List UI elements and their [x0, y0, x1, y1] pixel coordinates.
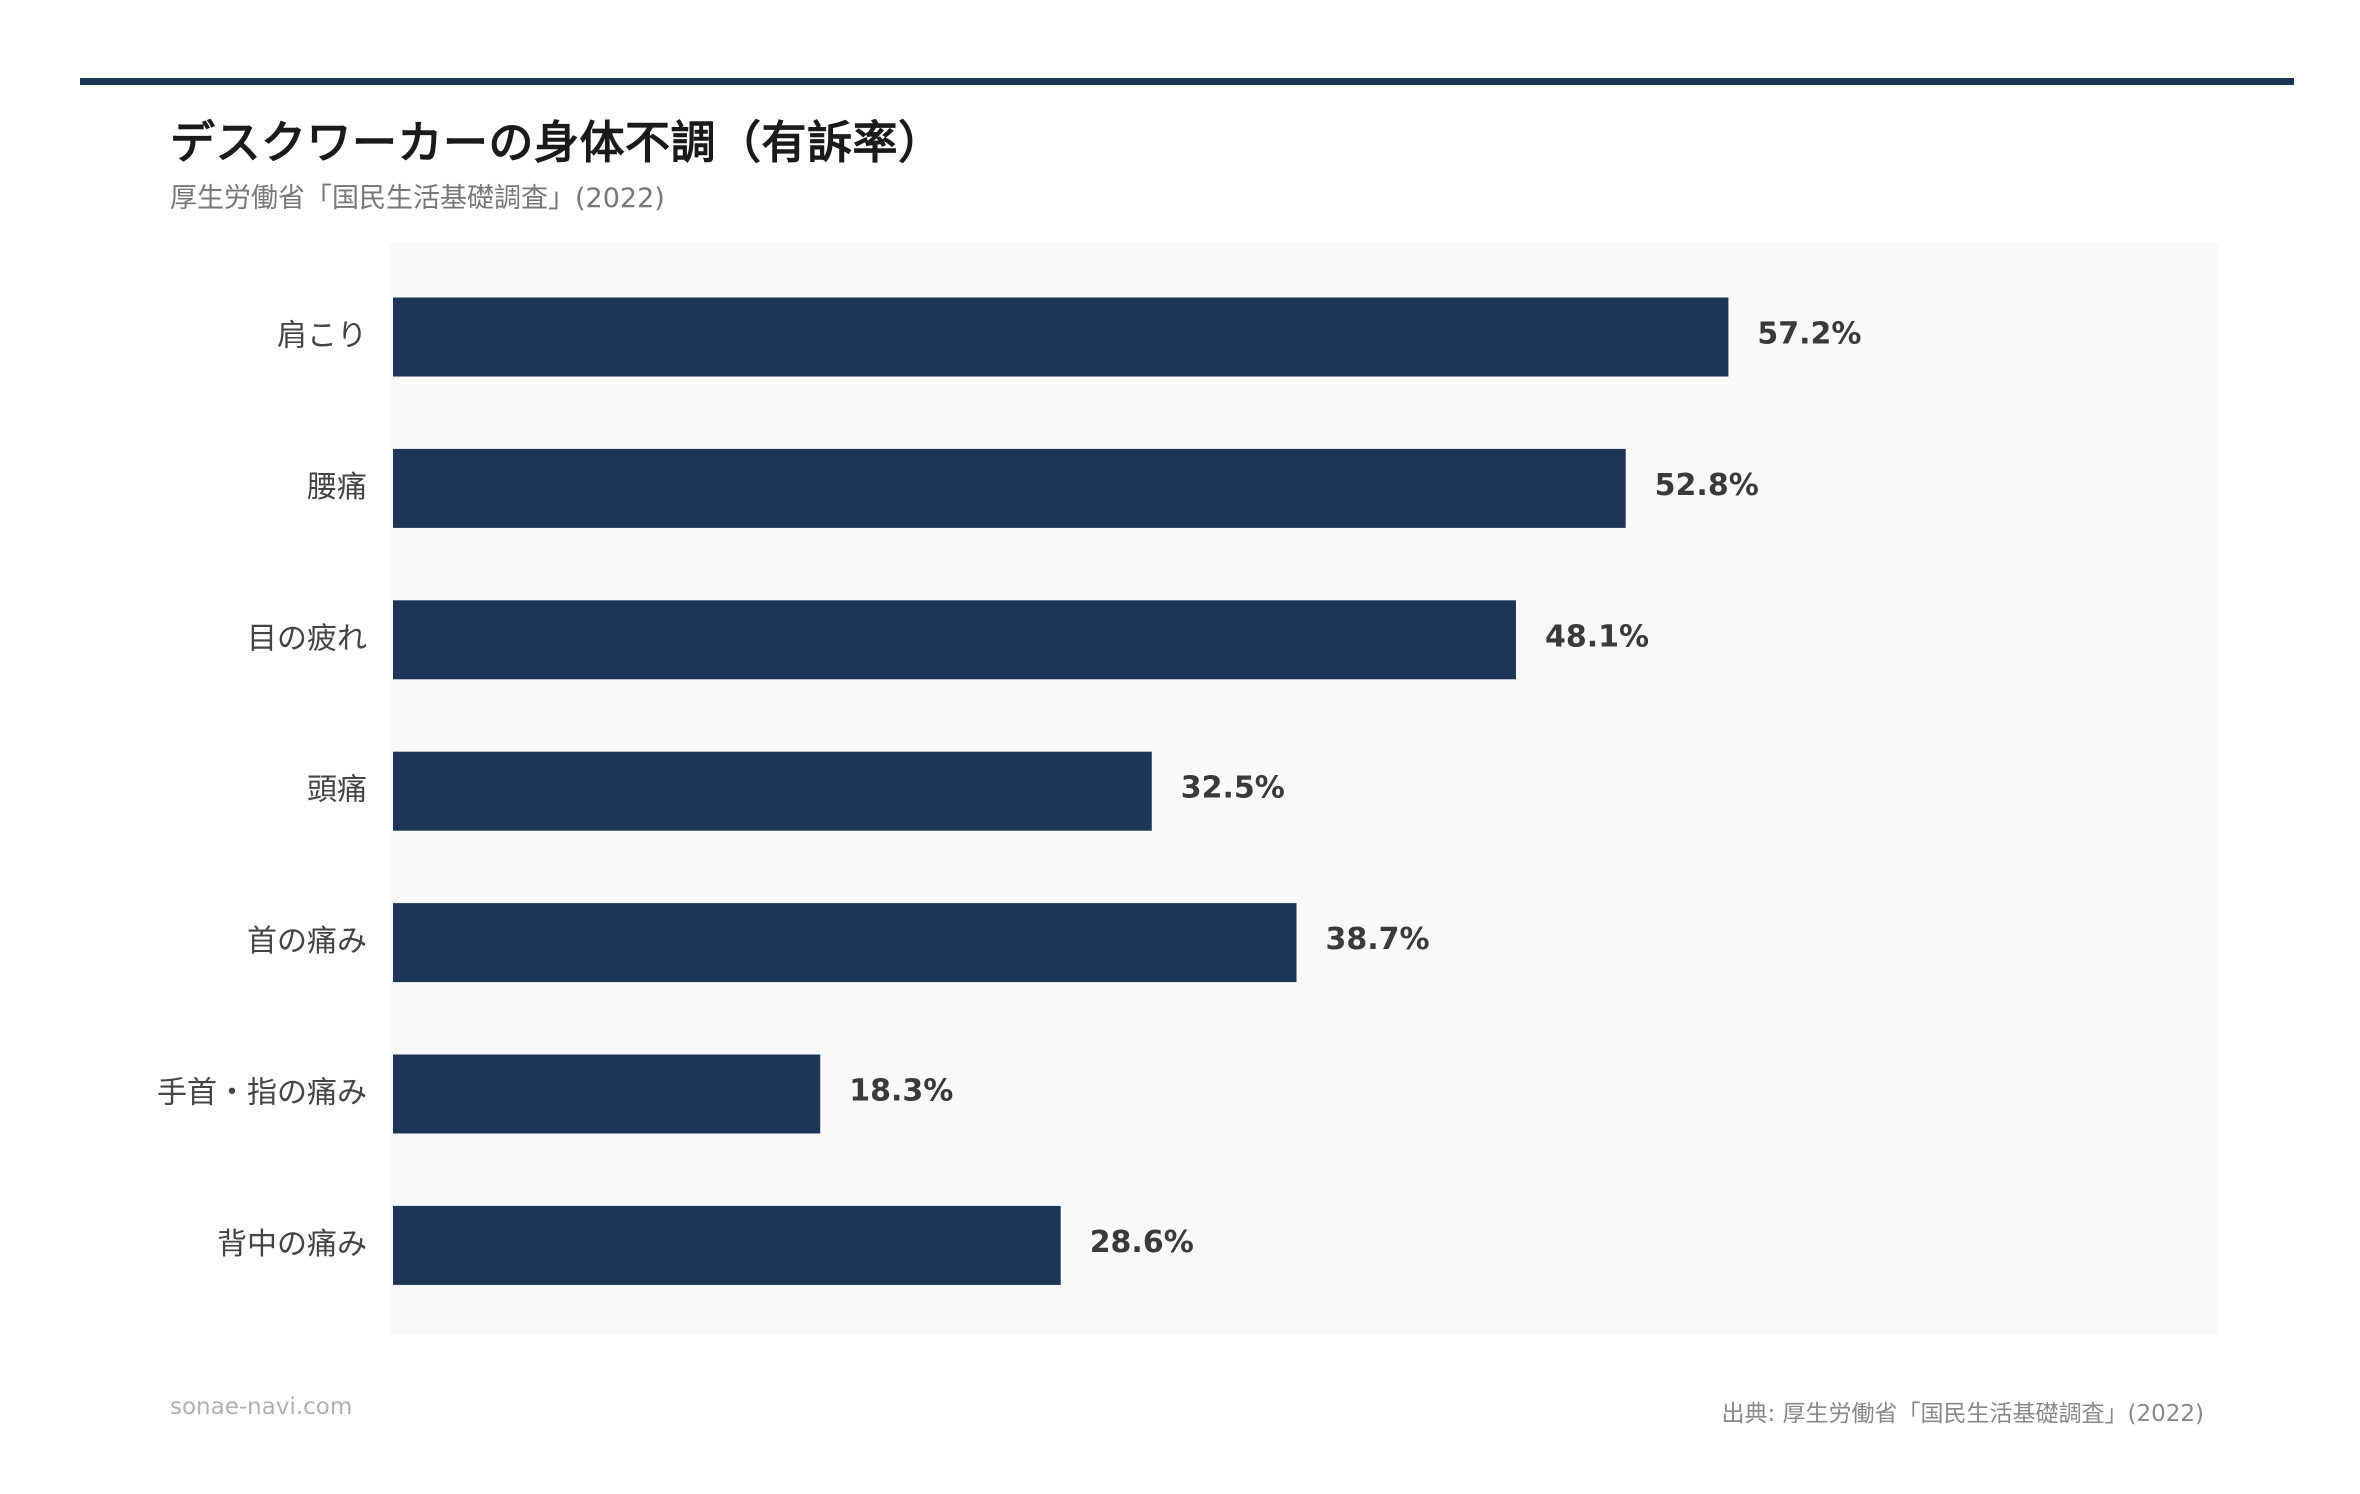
- category-label: 腰痛: [307, 470, 367, 505]
- value-label: 57.2%: [1757, 317, 1861, 352]
- bar: [393, 751, 1152, 831]
- chart-subtitle: 厚生労働省「国民生活基礎調査」(2022): [170, 183, 665, 214]
- category-label: 手首・指の痛み: [157, 1076, 367, 1111]
- category-label: 肩こり: [277, 319, 367, 354]
- source-note: 出典: 厚生労働省「国民生活基礎調査」(2022): [1721, 1401, 2204, 1427]
- category-label: 頭痛: [307, 773, 367, 808]
- chart-title: デスクワーカーの身体不調（有訴率）: [170, 116, 944, 169]
- value-label: 32.5%: [1181, 771, 1285, 806]
- value-label: 18.3%: [849, 1074, 953, 1109]
- bar: [393, 448, 1626, 528]
- category-label: 首の痛み: [247, 924, 367, 959]
- bars-group: 肩こり 57.2% 腰痛 52.8% 目の疲れ 48.1% 頭痛 32.5% 首の痛み 38.7%…: [157, 297, 1861, 1285]
- bar: [393, 1054, 821, 1134]
- category-label: 背中の痛み: [217, 1227, 367, 1262]
- bar: [393, 903, 1297, 983]
- value-label: 48.1%: [1545, 619, 1649, 654]
- bar: [393, 297, 1729, 377]
- site-name: sonae-navi.com: [170, 1394, 353, 1420]
- bar: [393, 600, 1516, 680]
- category-label: 目の疲れ: [247, 621, 367, 656]
- value-label: 28.6%: [1090, 1225, 1194, 1260]
- bar: [393, 1205, 1061, 1285]
- value-label: 52.8%: [1655, 468, 1759, 503]
- value-label: 38.7%: [1326, 922, 1430, 957]
- top-accent-rule: [80, 78, 2294, 85]
